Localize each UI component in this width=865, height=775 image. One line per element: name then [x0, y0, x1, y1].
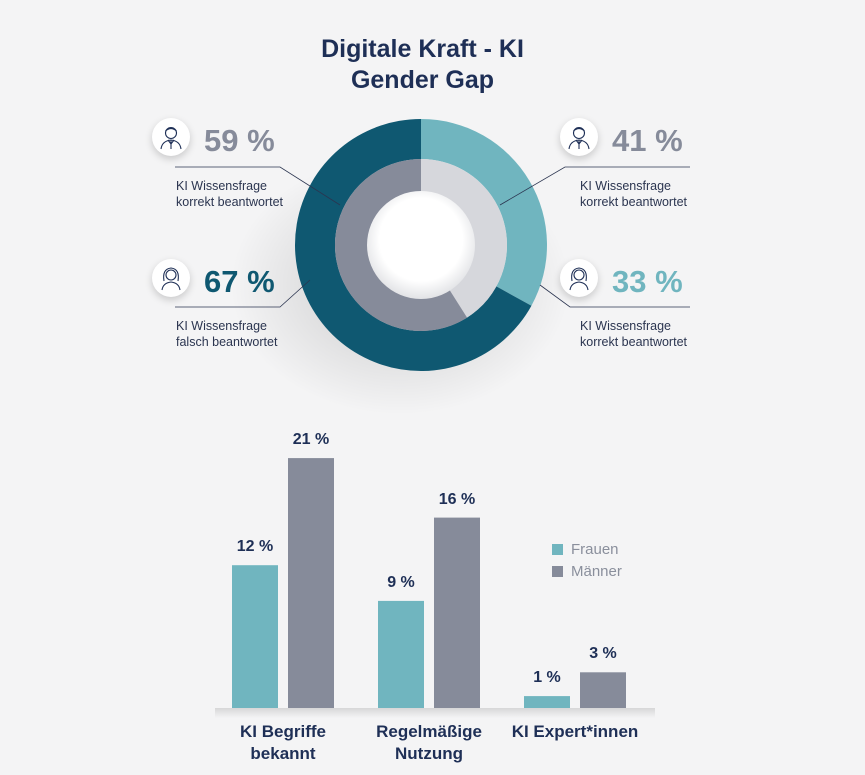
- chart-title-line1: Digitale Kraft - KI: [321, 35, 524, 63]
- bar-frauen-0: [232, 565, 278, 708]
- callout-desc-line: KI Wissensfrage: [580, 179, 672, 193]
- callout-value-bottom-right: 33 %: [612, 264, 683, 299]
- category-label-line: KI Expert*innen: [511, 722, 639, 741]
- legend-label-maenner: Männer: [571, 562, 622, 580]
- bar-männer-0: [288, 458, 334, 708]
- category-label: KI Expert*innen: [495, 721, 655, 743]
- bar-männer-1: [434, 517, 480, 708]
- category-label-line: KI Begriffe: [240, 722, 326, 741]
- bar-value-label: 9 %: [387, 573, 415, 591]
- bar-chart: [215, 458, 655, 718]
- category-label: KI Begriffe bekannt: [203, 721, 363, 765]
- bar-frauen-2: [524, 696, 570, 708]
- callout-desc-top-right: KI Wissensfrage korrekt beantwortet: [580, 178, 740, 210]
- legend-swatch-frauen: [552, 543, 563, 555]
- callout-value-bottom-left: 67 %: [204, 264, 275, 299]
- woman-icon: [560, 259, 598, 297]
- bar-value-label: 3 %: [589, 645, 617, 663]
- bar-value-label: 1 %: [533, 669, 561, 687]
- bar-männer-2: [580, 672, 626, 708]
- callout-desc-line: korrekt beantwortet: [580, 335, 687, 349]
- chart-title-line2: Gender Gap: [350, 66, 495, 94]
- chart-title: Digitale Kraft - KI Gender Gap: [0, 34, 845, 96]
- donut-outer-slice-0: [421, 119, 547, 306]
- legend-swatch-maenner: [552, 565, 563, 577]
- callout-desc-line: KI Wissensfrage: [580, 319, 672, 333]
- callout-desc-line: KI Wissensfrage: [176, 179, 268, 193]
- category-label-line: Nutzung: [395, 744, 463, 763]
- woman-icon: [152, 259, 190, 297]
- leader-line-top-left: [175, 166, 341, 206]
- callout-desc-line: falsch beantwortet: [176, 335, 278, 349]
- bar-value-label: 16 %: [438, 490, 476, 508]
- bar-frauen-1: [378, 600, 424, 708]
- donut-chart: [175, 119, 690, 415]
- callout-desc-line: korrekt beantwortet: [176, 195, 283, 209]
- legend: Frauen Männer: [552, 538, 622, 582]
- bar-value-label: 21 %: [292, 431, 330, 449]
- leader-line-top-right: [499, 166, 690, 206]
- man-icon: [560, 118, 598, 156]
- callout-desc-bottom-left: KI Wissensfrage falsch beantwortet: [176, 318, 336, 350]
- callout-desc-bottom-right: KI Wissensfrage korrekt beantwortet: [580, 318, 740, 350]
- donut-inner-slice-0: [421, 159, 508, 318]
- legend-item-maenner: Männer: [552, 560, 622, 582]
- leader-line-bottom-left: [175, 279, 311, 308]
- bar-value-label: 12 %: [236, 538, 274, 556]
- category-label-line: bekannt: [250, 744, 316, 763]
- category-label: Regelmäßige Nutzung: [349, 721, 509, 765]
- callout-value-top-left: 59 %: [204, 123, 275, 158]
- callout-desc-top-left: KI Wissensfrage korrekt beantwortet: [176, 178, 336, 210]
- callout-desc-line: korrekt beantwortet: [580, 195, 687, 209]
- category-label-line: Regelmäßige: [376, 722, 482, 741]
- callout-desc-line: KI Wissensfrage: [176, 319, 268, 333]
- bar-floor-shadow: [215, 708, 655, 718]
- callout-value-top-right: 41 %: [612, 123, 683, 158]
- legend-item-frauen: Frauen: [552, 538, 622, 560]
- donut-inner-slice-1: [335, 159, 468, 331]
- man-icon: [152, 118, 190, 156]
- donut-outer-slice-1: [295, 119, 532, 371]
- legend-label-frauen: Frauen: [571, 540, 619, 558]
- leader-line-bottom-right: [539, 284, 690, 308]
- donut-hole: [367, 191, 475, 299]
